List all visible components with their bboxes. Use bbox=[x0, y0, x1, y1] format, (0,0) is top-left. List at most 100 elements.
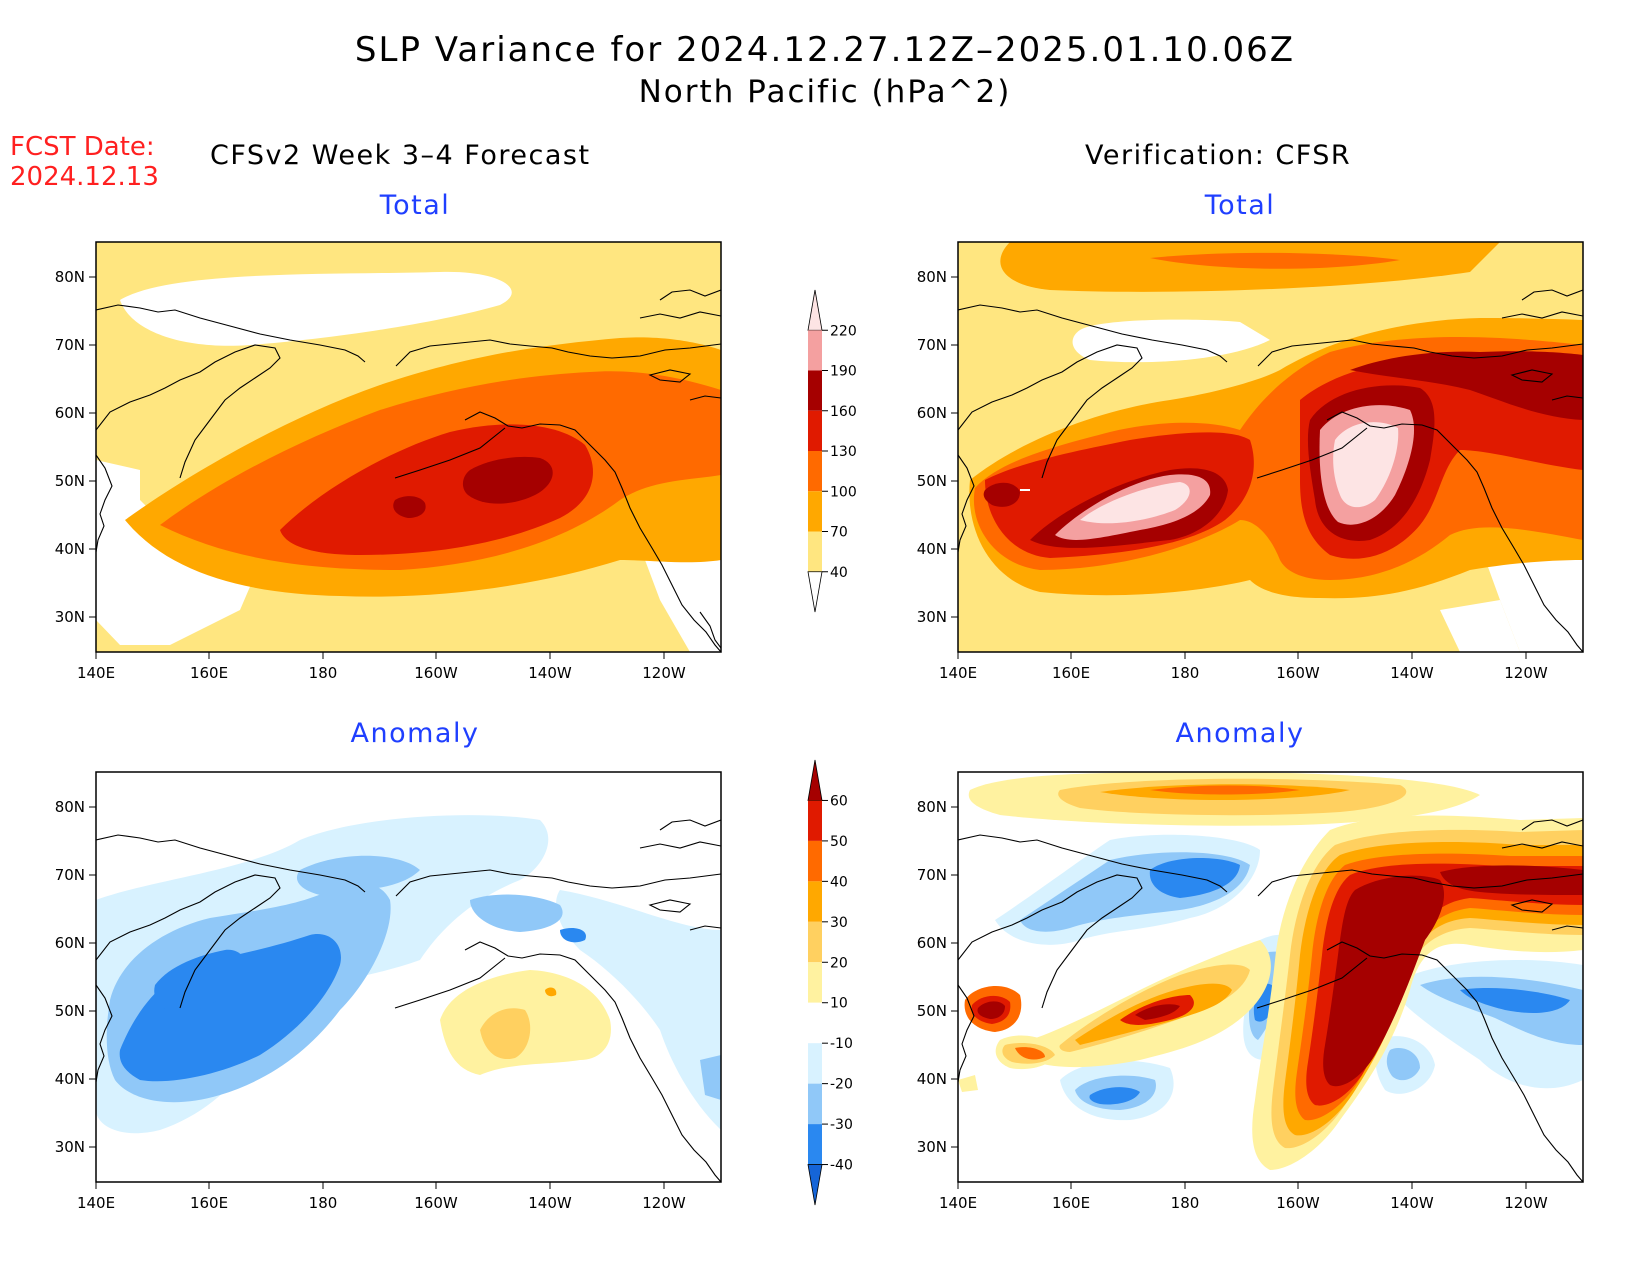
forecast-date-value: 2024.12.13 bbox=[10, 162, 159, 192]
colorbar-label: 50 bbox=[830, 834, 848, 850]
lon-label: 140E bbox=[939, 1194, 977, 1212]
colorbar-label: 70 bbox=[830, 525, 848, 541]
colorbar-segment bbox=[808, 1002, 822, 1044]
lat-label: 40N bbox=[917, 540, 947, 558]
lon-label: 140E bbox=[77, 1194, 115, 1212]
lon-label: 180 bbox=[309, 664, 338, 682]
colorbar-label: -10 bbox=[830, 1036, 853, 1052]
lon-label: 120W bbox=[1504, 664, 1548, 682]
lon-label: 160W bbox=[414, 664, 458, 682]
lat-label: 80N bbox=[55, 798, 85, 816]
map-panel-fcst-total bbox=[95, 241, 722, 653]
panel-title-fcst-anomaly: Anomaly bbox=[350, 718, 480, 749]
colorbar-label: 130 bbox=[830, 444, 857, 460]
lat-label: 70N bbox=[917, 866, 947, 884]
lat-label: 60N bbox=[917, 404, 947, 422]
lat-label: 80N bbox=[917, 268, 947, 286]
panel-title-verif-total: Total bbox=[1204, 190, 1276, 221]
lon-label: 140W bbox=[1390, 1194, 1434, 1212]
colorbar-label: 100 bbox=[830, 484, 857, 500]
sub-title: North Pacific (hPa^2) bbox=[638, 74, 1012, 110]
colorbar-label: -20 bbox=[830, 1077, 853, 1093]
colorbar-anomaly: -40 -30 -20 -10 10 20 30 40 50 60 bbox=[807, 759, 853, 1206]
panel-title-fcst-total: Total bbox=[379, 190, 451, 221]
lon-label: 160E bbox=[190, 664, 228, 682]
lat-label: 70N bbox=[55, 336, 85, 354]
colorbar-segment bbox=[808, 1124, 822, 1165]
lat-label: 30N bbox=[55, 1138, 85, 1156]
colorbar-segment bbox=[808, 410, 822, 451]
lon-label: 160W bbox=[414, 1194, 458, 1212]
colorbar-segment bbox=[808, 881, 822, 922]
forecast-date-label: FCST Date: bbox=[10, 132, 155, 162]
colorbar-segment bbox=[808, 800, 822, 841]
lon-label: 140W bbox=[528, 1194, 572, 1212]
colorbar-label: 20 bbox=[830, 955, 848, 971]
map-axes: 80N 70N 60N 50N 40N 30N 140E 160E 180 160W 140W 120… bbox=[55, 268, 1548, 1212]
lat-label: 70N bbox=[917, 336, 947, 354]
colorbar-segment bbox=[807, 571, 823, 613]
map-panel-verif-anomaly bbox=[957, 771, 1584, 1183]
lon-label: 160W bbox=[1276, 664, 1320, 682]
colorbar-label: 190 bbox=[830, 364, 857, 380]
lat-label: 30N bbox=[917, 608, 947, 626]
lat-label: 60N bbox=[55, 934, 85, 952]
colorbar-label: 40 bbox=[830, 874, 848, 890]
lon-label: 160E bbox=[1052, 1194, 1090, 1212]
lat-label: 40N bbox=[55, 540, 85, 558]
lat-label: 50N bbox=[917, 472, 947, 490]
lon-label: 160E bbox=[190, 1194, 228, 1212]
lat-label: 30N bbox=[55, 608, 85, 626]
colorbar-segment bbox=[807, 289, 823, 331]
lat-label: 60N bbox=[917, 934, 947, 952]
colorbar-label: 10 bbox=[830, 996, 848, 1012]
lon-label: 140W bbox=[1390, 664, 1434, 682]
lat-label: 50N bbox=[55, 472, 85, 490]
lon-label: 160E bbox=[1052, 664, 1090, 682]
colorbar-segment bbox=[808, 491, 822, 532]
lon-label: 140E bbox=[939, 664, 977, 682]
colorbar-segment bbox=[808, 1043, 822, 1084]
lat-label: 50N bbox=[55, 1002, 85, 1020]
colorbar-label: 220 bbox=[830, 323, 857, 339]
lat-label: 40N bbox=[55, 1070, 85, 1088]
colorbar-segment bbox=[808, 962, 822, 1003]
colorbar-segment bbox=[808, 921, 822, 963]
colorbar-segment bbox=[808, 451, 822, 492]
colorbar-segment bbox=[808, 1083, 822, 1125]
lat-label: 80N bbox=[55, 268, 85, 286]
colorbar-segment bbox=[808, 330, 822, 371]
colorbar-label: 40 bbox=[830, 565, 848, 581]
colorbar-segment bbox=[808, 531, 822, 572]
colorbar-total: 40 70 100 130 160 190 220 bbox=[807, 289, 857, 613]
colorbar-label: -30 bbox=[830, 1117, 853, 1133]
lon-label: 140W bbox=[528, 664, 572, 682]
lon-label: 180 bbox=[1171, 664, 1200, 682]
colorbar-label: 60 bbox=[830, 793, 848, 809]
lat-label: 70N bbox=[55, 866, 85, 884]
colorbar-segment bbox=[808, 840, 822, 882]
lon-label: 120W bbox=[642, 664, 686, 682]
colorbar-label: 30 bbox=[830, 915, 848, 931]
lat-label: 50N bbox=[917, 1002, 947, 1020]
lon-label: 120W bbox=[1504, 1194, 1548, 1212]
colorbar-segment bbox=[807, 1164, 823, 1206]
right-column-title: Verification: CFSR bbox=[1085, 140, 1352, 171]
lon-label: 180 bbox=[1171, 1194, 1200, 1212]
panel-title-verif-anomaly: Anomaly bbox=[1175, 718, 1305, 749]
lon-label: 120W bbox=[642, 1194, 686, 1212]
map-panel-fcst-anomaly bbox=[95, 771, 722, 1183]
colorbar-segment bbox=[808, 370, 822, 411]
colorbar-label: 160 bbox=[830, 404, 857, 420]
lat-label: 60N bbox=[55, 404, 85, 422]
lat-label: 40N bbox=[917, 1070, 947, 1088]
lon-label: 160W bbox=[1276, 1194, 1320, 1212]
main-title: SLP Variance for 2024.12.27.12Z–2025.01.… bbox=[354, 30, 1296, 70]
colorbar-segment bbox=[807, 759, 823, 801]
map-panel-verif-total bbox=[957, 241, 1584, 653]
left-column-title: CFSv2 Week 3–4 Forecast bbox=[210, 140, 591, 171]
lon-label: 140E bbox=[77, 664, 115, 682]
colorbar-label: -40 bbox=[830, 1158, 853, 1174]
lat-label: 30N bbox=[917, 1138, 947, 1156]
